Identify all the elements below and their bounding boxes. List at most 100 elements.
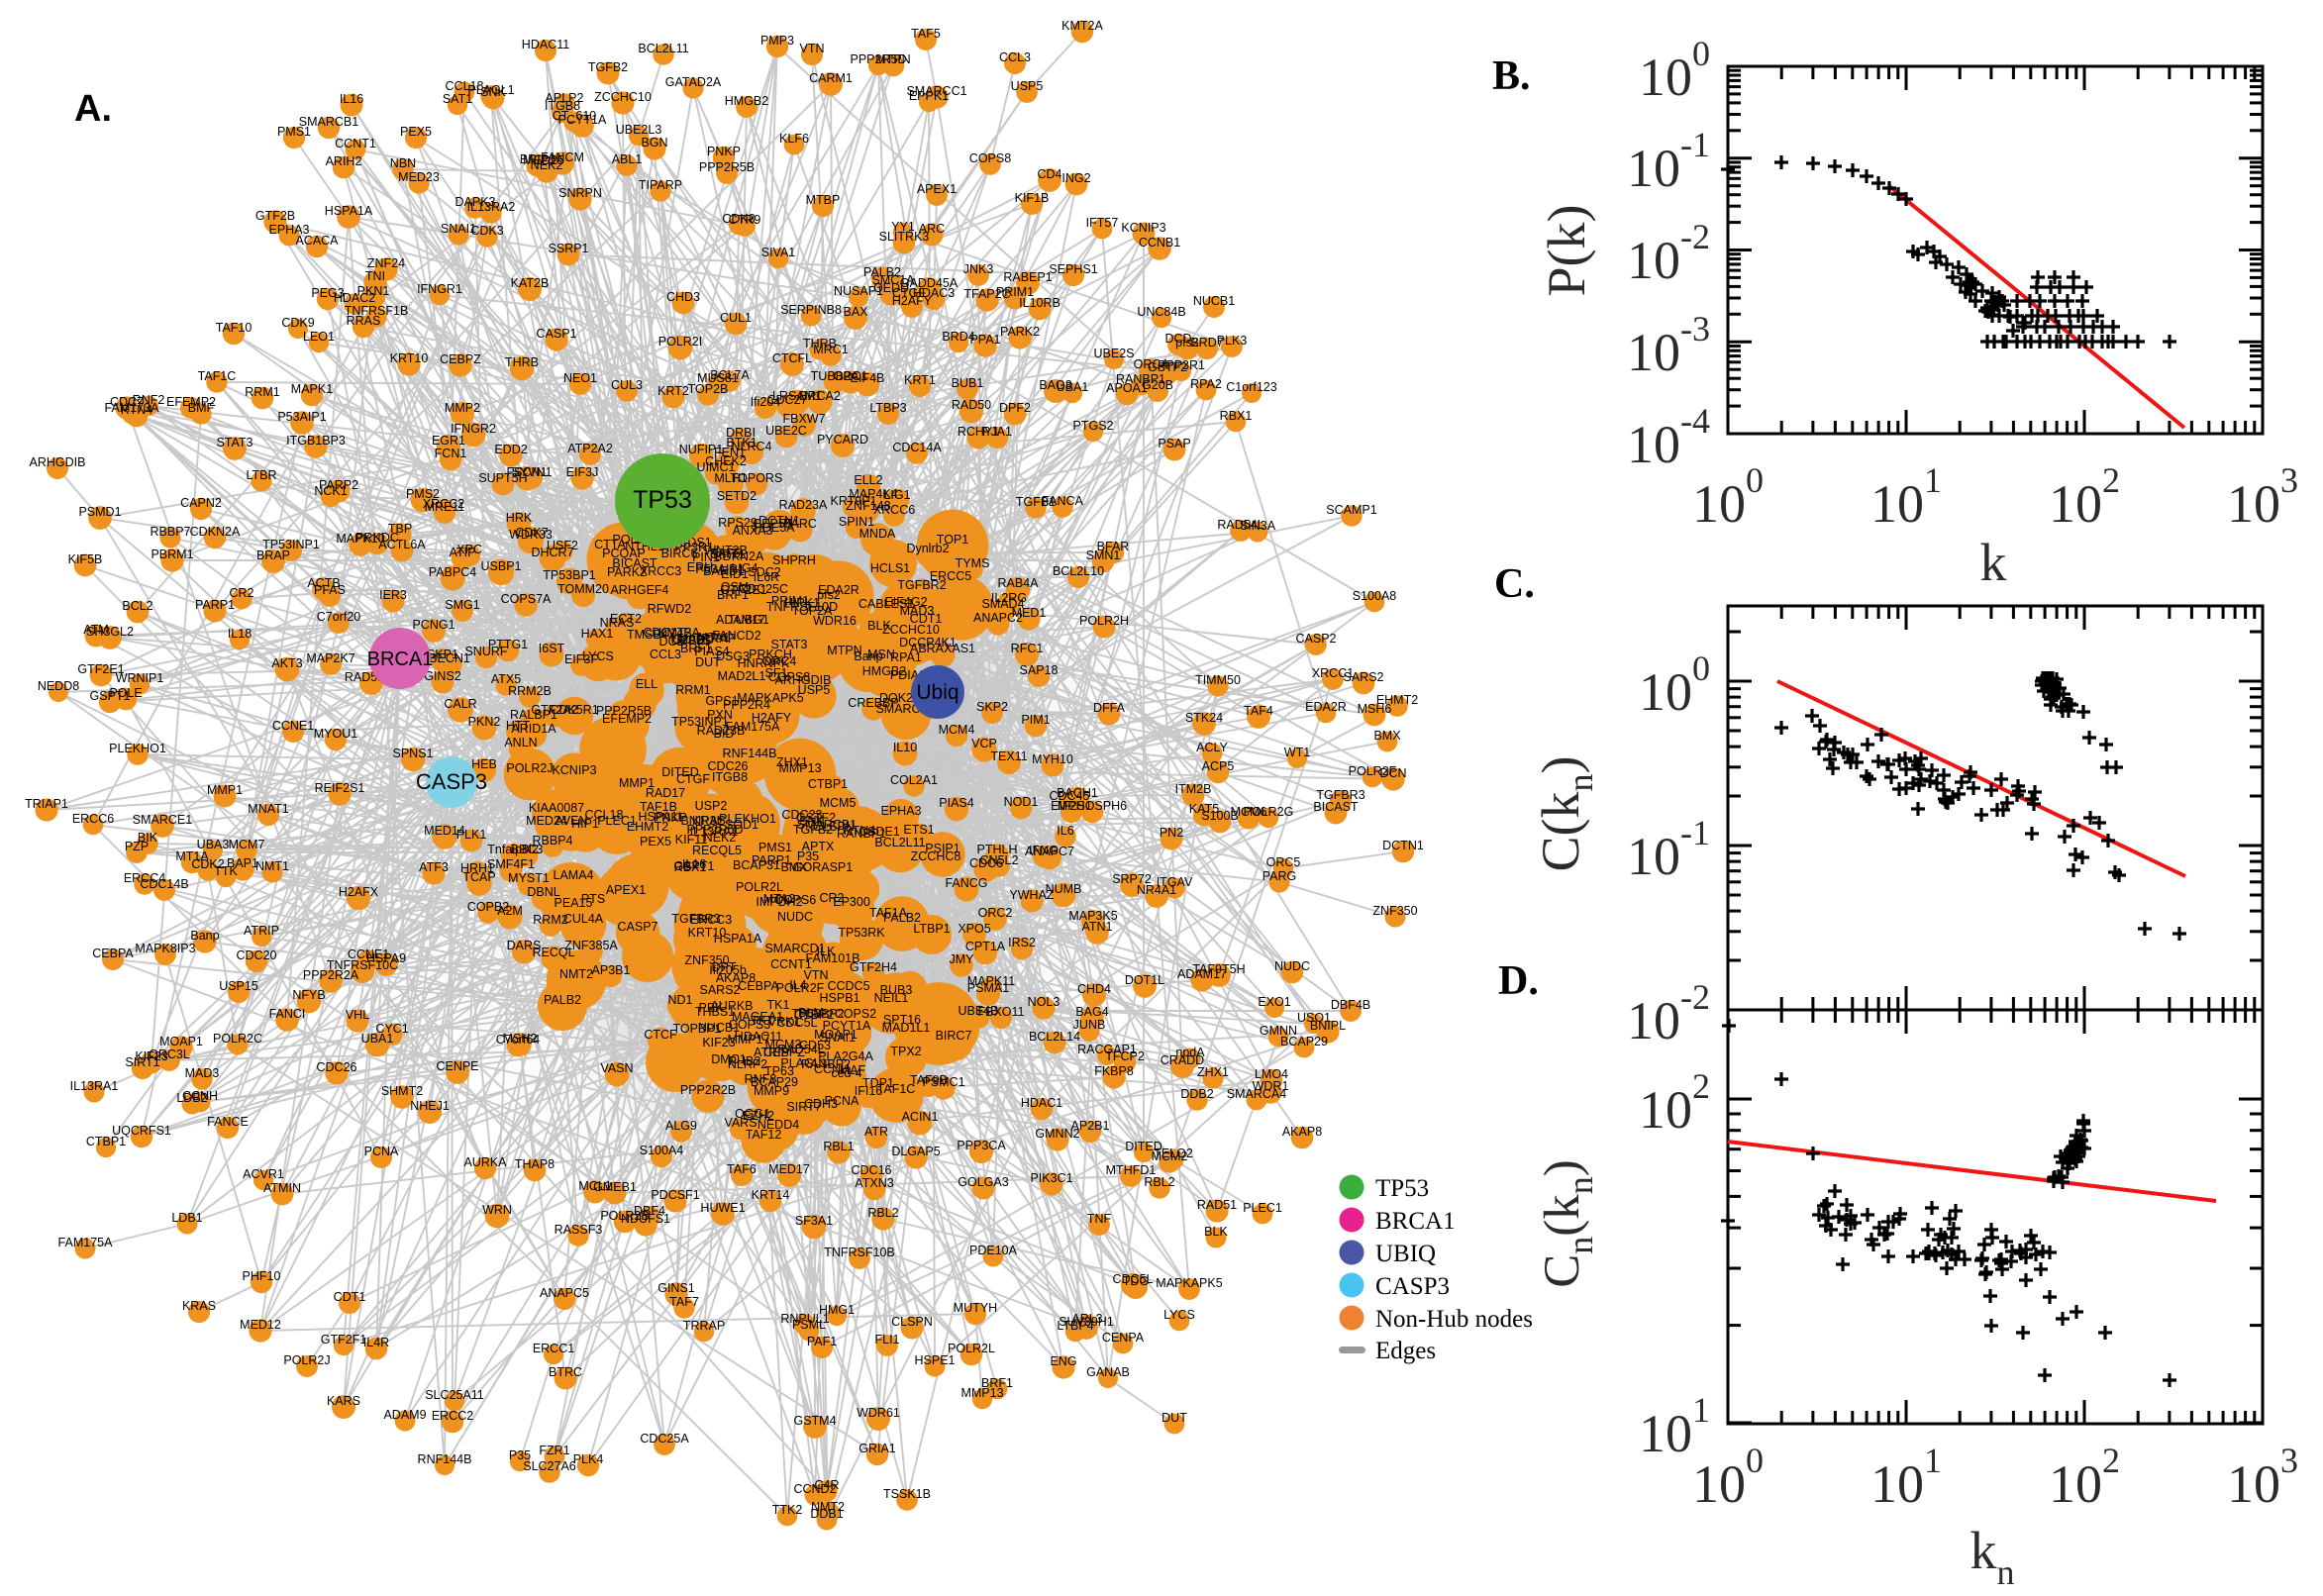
- svg-text:BCL2L14: BCL2L14: [1029, 1030, 1080, 1044]
- svg-text:LDB1: LDB1: [171, 1211, 202, 1225]
- svg-text:S100A8: S100A8: [1353, 589, 1397, 603]
- svg-text:GORASP1: GORASP1: [793, 860, 853, 874]
- svg-text:HDAC11: HDAC11: [735, 1030, 782, 1044]
- svg-text:NEDD4: NEDD4: [758, 1118, 799, 1132]
- svg-text:DOK2: DOK2: [879, 691, 913, 705]
- svg-text:ELL2: ELL2: [854, 473, 882, 487]
- svg-text:LIG4: LIG4: [731, 561, 758, 575]
- svg-text:TOPORS: TOPORS: [731, 471, 783, 485]
- svg-text:PKN1: PKN1: [357, 284, 390, 298]
- svg-text:AKAP8: AKAP8: [716, 971, 756, 985]
- svg-text:ATM: ATM: [83, 623, 108, 637]
- svg-text:BMF: BMF: [188, 401, 215, 415]
- svg-text:SMG1: SMG1: [445, 598, 479, 612]
- svg-text:BMX: BMX: [1373, 729, 1401, 743]
- svg-text:RNF144B: RNF144B: [418, 1452, 472, 1466]
- svg-text:CEBPA: CEBPA: [738, 979, 779, 993]
- svg-text:TAF5: TAF5: [911, 27, 941, 41]
- svg-text:PLAGL1: PLAGL1: [780, 1056, 827, 1070]
- svg-text:ATF3: ATF3: [419, 860, 449, 874]
- svg-text:CDC14B: CDC14B: [140, 877, 188, 891]
- svg-text:COPS2: COPS2: [835, 1007, 876, 1021]
- svg-text:BBC3: BBC3: [511, 843, 544, 856]
- svg-text:PARP1: PARP1: [752, 853, 791, 867]
- svg-text:CCNE1: CCNE1: [348, 948, 389, 961]
- svg-text:BACH1: BACH1: [1057, 786, 1098, 800]
- svg-text:CTCF: CTCF: [644, 1028, 677, 1042]
- svg-text:ZCCHC10: ZCCHC10: [882, 623, 940, 637]
- svg-text:RFWD2: RFWD2: [648, 602, 691, 616]
- svg-text:NUSAP1: NUSAP1: [834, 284, 883, 298]
- svg-text:BRD7: BRD7: [1190, 336, 1223, 349]
- svg-text:MMP2: MMP2: [445, 401, 480, 415]
- svg-text:UBE2C: UBE2C: [765, 424, 807, 438]
- svg-text:CYC1: CYC1: [375, 1022, 408, 1036]
- svg-text:KMT2A: KMT2A: [658, 626, 700, 640]
- svg-text:ATRIP: ATRIP: [754, 1046, 789, 1059]
- svg-text:PRKDC: PRKDC: [355, 531, 399, 545]
- svg-text:DBNL: DBNL: [527, 885, 559, 899]
- svg-text:CAPN2: CAPN2: [180, 496, 222, 510]
- svg-text:ACTB: ACTB: [307, 576, 340, 590]
- svg-text:FKBP8: FKBP8: [1094, 1064, 1134, 1078]
- svg-text:BLK: BLK: [1204, 1225, 1228, 1239]
- svg-text:PSIP1: PSIP1: [925, 842, 960, 855]
- svg-text:DFFA: DFFA: [1093, 701, 1126, 715]
- svg-text:MCM5: MCM5: [820, 796, 857, 810]
- svg-text:MMP9: MMP9: [754, 1084, 789, 1098]
- svg-text:CDC14B: CDC14B: [643, 626, 691, 640]
- svg-text:EGR1: EGR1: [432, 434, 465, 448]
- svg-text:SPIN1: SPIN1: [839, 515, 874, 529]
- svg-text:CDKN2A: CDKN2A: [190, 525, 241, 539]
- svg-text:LDB2: LDB2: [176, 1091, 207, 1105]
- svg-text:CTR9: CTR9: [729, 213, 761, 227]
- svg-text:FBXO11: FBXO11: [977, 1005, 1024, 1019]
- svg-text:SAT1: SAT1: [443, 92, 472, 106]
- svg-text:CDK8: CDK8: [722, 212, 755, 226]
- svg-text:P53AIP1: P53AIP1: [277, 410, 326, 424]
- svg-text:DRBI: DRBI: [726, 426, 756, 440]
- svg-text:IL16: IL16: [682, 857, 706, 871]
- svg-text:ALG9: ALG9: [665, 1119, 697, 1133]
- svg-text:WDR33: WDR33: [509, 528, 553, 542]
- svg-text:PIM1: PIM1: [1021, 713, 1050, 727]
- svg-text:SMARCA4: SMARCA4: [1227, 1087, 1286, 1101]
- svg-text:SIN3A: SIN3A: [1240, 519, 1276, 533]
- svg-text:G20B: G20B: [1142, 378, 1173, 392]
- svg-text:TOP2B: TOP2B: [688, 382, 729, 396]
- svg-text:RAD23B: RAD23B: [697, 724, 746, 738]
- svg-text:CDC27: CDC27: [767, 393, 808, 407]
- svg-text:HCLS1: HCLS1: [870, 561, 910, 575]
- svg-text:MMP13: MMP13: [960, 1386, 1003, 1400]
- svg-text:SPT16: SPT16: [883, 1013, 921, 1027]
- svg-text:SEPHS1: SEPHS1: [1049, 262, 1097, 276]
- svg-text:TP53BP1: TP53BP1: [543, 568, 596, 582]
- svg-text:ITGB1BP3: ITGB1BP3: [286, 434, 346, 448]
- svg-text:GTF2E1: GTF2E1: [77, 662, 124, 676]
- svg-text:DUT: DUT: [695, 655, 721, 669]
- svg-text:HIP1: HIP1: [571, 817, 599, 831]
- svg-text:SNURF: SNURF: [464, 645, 507, 658]
- svg-text:RRM1: RRM1: [245, 385, 279, 399]
- svg-text:PLAGL1: PLAGL1: [467, 83, 514, 97]
- svg-text:MTPN: MTPN: [875, 52, 910, 66]
- svg-text:WRN: WRN: [482, 1203, 512, 1217]
- svg-text:KRT14: KRT14: [752, 1188, 790, 1202]
- svg-text:BNIPL: BNIPL: [1310, 1019, 1346, 1033]
- svg-text:SUPT5H: SUPT5H: [478, 471, 527, 485]
- svg-text:GANAB: GANAB: [1086, 1365, 1130, 1379]
- svg-text:MYH10: MYH10: [1032, 752, 1073, 766]
- svg-text:TAF1B: TAF1B: [640, 800, 677, 814]
- svg-text:RANBP2: RANBP2: [801, 1057, 851, 1071]
- svg-text:IL2RG: IL2RG: [991, 591, 1027, 605]
- svg-text:BRF1: BRF1: [981, 1376, 1013, 1390]
- svg-text:KIAA0087: KIAA0087: [529, 801, 584, 815]
- svg-text:COPS7A: COPS7A: [501, 592, 552, 606]
- svg-text:EIF2S1: EIF2S1: [1051, 799, 1092, 813]
- svg-text:NUFIP1: NUFIP1: [679, 443, 724, 456]
- svg-text:NOL3: NOL3: [1028, 995, 1060, 1009]
- svg-text:CDK2: CDK2: [191, 857, 224, 871]
- svg-text:NOD1: NOD1: [1004, 795, 1039, 809]
- svg-text:SNAI1: SNAI1: [820, 1031, 856, 1045]
- svg-text:FBXW7: FBXW7: [782, 412, 825, 426]
